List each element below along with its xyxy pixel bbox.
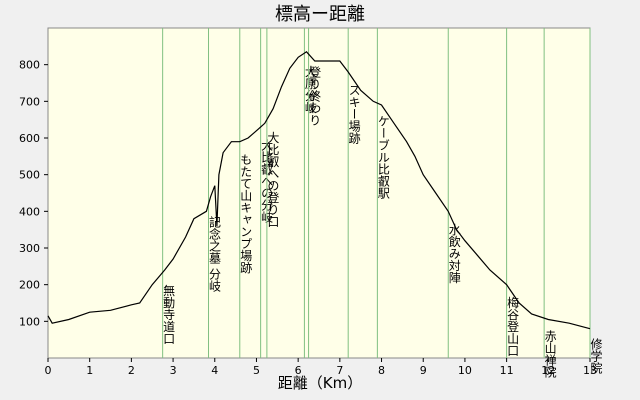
x-tick-label: 11 (500, 364, 514, 377)
annotation-label: 水飲み対陣 (447, 223, 461, 283)
y-tick-label: 600 (19, 132, 40, 145)
y-tick-label: 300 (19, 242, 40, 255)
annotation-label: 登り終わり (308, 65, 322, 126)
x-tick-label: 0 (45, 364, 52, 377)
x-tick-label: 8 (378, 364, 385, 377)
x-tick-label: 4 (211, 364, 218, 377)
annotation-label: もたて山キャンプ場跡 (239, 153, 253, 274)
x-axis-label: 距離（Km） (278, 374, 362, 392)
x-tick-label: 7 (336, 364, 343, 377)
x-tick-label: 9 (420, 364, 427, 377)
annotation-label: ケーブル比叡駅 (376, 115, 390, 200)
y-tick-label: 700 (19, 95, 40, 108)
x-tick-label: 12 (541, 364, 555, 377)
annotation-label: 大比叡への登り口 (266, 131, 280, 227)
x-tick-label: 10 (458, 364, 472, 377)
annotation-label: 赤山禅院 (543, 330, 557, 378)
annotation-label: 梅谷登山口 (506, 295, 520, 356)
y-tick-label: 200 (19, 279, 40, 292)
y-tick-label: 100 (19, 315, 40, 328)
annotation-label: 記念之墓 分岐 (208, 215, 222, 292)
y-tick-label: 500 (19, 169, 40, 182)
x-tick-label: 2 (128, 364, 135, 377)
x-tick-label: 1 (86, 364, 93, 377)
x-tick-label: 13 (583, 364, 597, 377)
y-tick-label: 400 (19, 205, 40, 218)
y-tick-label: 800 (19, 59, 40, 72)
annotation-label: 無動寺道口 (162, 283, 176, 344)
annotation-label: 修学院 (589, 337, 603, 374)
elevation-line (47, 51, 591, 330)
annotation-label: スキー場跡 (347, 84, 361, 145)
chart-title: 標高ー距離 (275, 4, 365, 25)
x-tick-label: 5 (253, 364, 260, 377)
x-tick-label: 3 (170, 364, 177, 377)
annotation-label: 大原分岐 (303, 65, 317, 113)
x-tick-label: 6 (295, 364, 302, 377)
